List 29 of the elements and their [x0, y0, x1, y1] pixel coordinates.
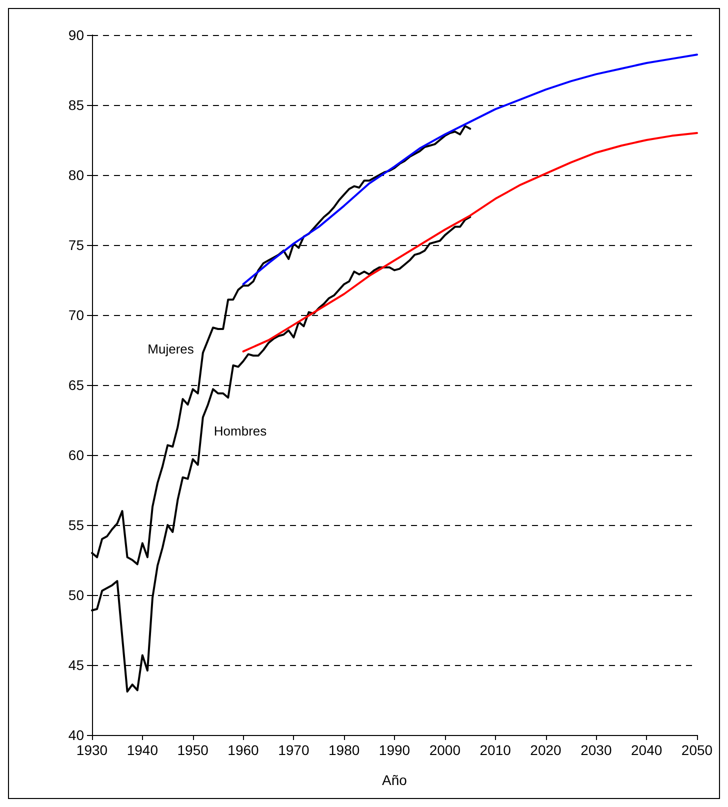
- x-tick-label: 1980: [328, 742, 360, 758]
- y-tick-label: 70: [68, 307, 84, 323]
- y-tick-label: 65: [68, 377, 84, 393]
- series-label: Mujeres: [148, 341, 194, 356]
- x-tick-label: 2000: [429, 742, 461, 758]
- y-tick-label: 60: [68, 447, 84, 463]
- line-series: [242, 54, 698, 286]
- y-tick-label: 80: [68, 167, 84, 183]
- x-tick-label: 2050: [681, 742, 713, 758]
- y-tick-label: 50: [68, 587, 84, 603]
- x-tick-label: 1970: [278, 742, 310, 758]
- x-tick-label: 1990: [378, 742, 410, 758]
- x-tick-label: 1960: [228, 742, 260, 758]
- y-tick-label: 75: [68, 237, 84, 253]
- x-tick-label: 2040: [631, 742, 662, 758]
- line-series: [242, 132, 698, 352]
- x-tick-label: 1940: [126, 742, 158, 758]
- x-axis-title: Año: [382, 772, 408, 788]
- y-tick-label: 85: [68, 97, 84, 113]
- x-tick-label: 1930: [76, 742, 108, 758]
- y-tick-label: 90: [68, 27, 84, 43]
- x-tick-label: 2010: [480, 742, 512, 758]
- series-label: Hombres: [214, 424, 268, 439]
- y-tick-label: 45: [68, 657, 84, 673]
- x-tick-label: 2030: [580, 742, 612, 758]
- x-tick-label: 1950: [177, 742, 209, 758]
- x-tick-label: 2020: [530, 742, 562, 758]
- y-tick-label: 40: [68, 727, 84, 743]
- y-tick-label: 55: [68, 517, 84, 533]
